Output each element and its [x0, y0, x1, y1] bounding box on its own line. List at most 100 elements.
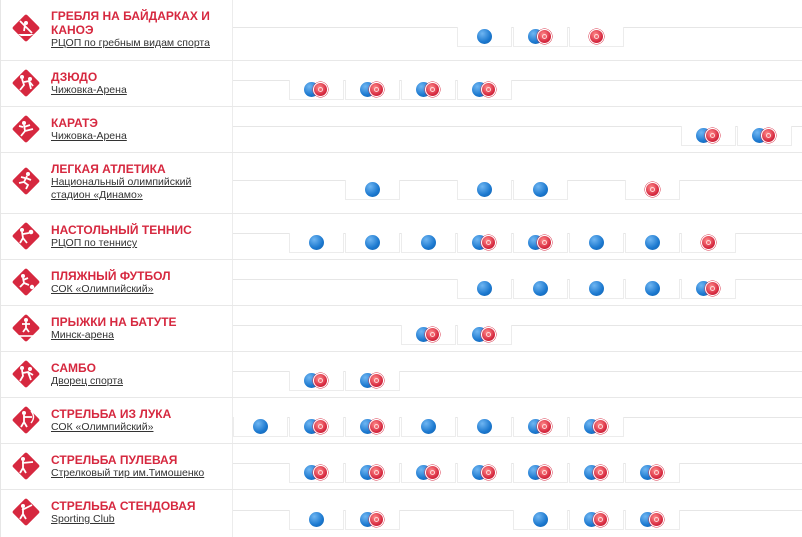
day-cell: [513, 233, 568, 253]
competition-medal-marker[interactable]: [640, 463, 668, 483]
day-cell: [625, 463, 680, 483]
competition-medal-marker[interactable]: [416, 463, 444, 483]
table-tennis-icon: [12, 222, 40, 250]
medal-icon: [313, 465, 328, 480]
venue-link[interactable]: Sporting Club: [51, 513, 115, 525]
competition-medal-marker[interactable]: [360, 371, 388, 391]
competition-marker[interactable]: [365, 233, 393, 253]
sport-name[interactable]: СТРЕЛЬБА ПУЛЕВАЯ: [51, 453, 178, 467]
day-cell: [569, 27, 624, 47]
competition-dot-icon: [365, 235, 380, 250]
day-cell: [457, 417, 512, 437]
competition-marker[interactable]: [477, 27, 505, 47]
sport-name[interactable]: ПРЫЖКИ НА БАТУТЕ: [51, 315, 177, 329]
competition-marker[interactable]: [645, 233, 673, 253]
competition-medal-marker[interactable]: [696, 126, 724, 146]
venue-link[interactable]: СОК «Олимпийский»: [51, 283, 154, 295]
venue-link[interactable]: Минск-арена: [51, 329, 114, 341]
venue-link[interactable]: Стрелковый тир им.Тимошенко: [51, 467, 205, 479]
day-cell: [457, 325, 512, 345]
competition-medal-marker[interactable]: [472, 80, 500, 100]
day-cell: [345, 80, 400, 100]
medal-icon: [369, 465, 384, 480]
competition-medal-marker[interactable]: [304, 80, 332, 100]
competition-medal-marker[interactable]: [360, 80, 388, 100]
competition-medal-marker[interactable]: [416, 325, 444, 345]
medal-icon: [537, 465, 552, 480]
sport-name[interactable]: ПЛЯЖНЫЙ ФУТБОЛ: [51, 269, 171, 283]
competition-medal-marker[interactable]: [528, 463, 556, 483]
competition-dot-icon: [477, 29, 492, 44]
sport-name[interactable]: КАРАТЭ: [51, 116, 98, 130]
day-cell: [345, 180, 400, 200]
beach-soccer-icon: [12, 268, 40, 296]
venue-link[interactable]: СОК «Олимпийский»: [51, 421, 154, 433]
competition-marker[interactable]: [477, 180, 505, 200]
competition-medal-marker[interactable]: [696, 279, 724, 299]
competition-dot-icon: [589, 281, 604, 296]
competition-medal-marker[interactable]: [640, 510, 668, 530]
competition-medal-marker[interactable]: [584, 463, 612, 483]
sport-name[interactable]: ДЗЮДО: [51, 70, 98, 84]
trampoline-icon: [12, 314, 40, 342]
shooting-rifle-icon: [12, 452, 40, 480]
competition-medal-marker[interactable]: [528, 233, 556, 253]
competition-dot-icon: [645, 281, 660, 296]
competition-dot-icon: [477, 182, 492, 197]
competition-medal-marker[interactable]: [304, 371, 332, 391]
karate-icon: [12, 115, 40, 143]
sport-row: ПРЫЖКИ НА БАТУТЕ Минск-арена: [1, 306, 802, 352]
sport-row: СТРЕЛЬБА ПУЛЕВАЯ Стрелковый тир им.Тимоше…: [1, 444, 802, 490]
competition-medal-marker[interactable]: [360, 417, 388, 437]
competition-medal-marker[interactable]: [528, 27, 556, 47]
day-cell: [569, 510, 624, 530]
sport-name[interactable]: НАСТОЛЬНЫЙ ТЕННИС: [51, 223, 192, 237]
competition-medal-marker[interactable]: [416, 80, 444, 100]
competition-marker[interactable]: [533, 510, 561, 530]
sport-name[interactable]: ЛЕГКАЯ АТЛЕТИКА: [51, 162, 166, 176]
competition-marker[interactable]: [365, 180, 393, 200]
competition-medal-marker[interactable]: [584, 510, 612, 530]
venue-link[interactable]: Дворец спорта: [51, 375, 123, 387]
venue-link[interactable]: Национальный олимпийский стадион «Динамо…: [51, 176, 192, 201]
competition-marker[interactable]: [533, 279, 561, 299]
competition-marker[interactable]: [589, 233, 617, 253]
competition-medal-marker[interactable]: [472, 233, 500, 253]
competition-marker[interactable]: [309, 233, 337, 253]
venue-link[interactable]: Чижовка-Арена: [51, 130, 127, 142]
sport-name[interactable]: СТРЕЛЬБА ИЗ ЛУКА: [51, 407, 172, 421]
sport-name[interactable]: СТРЕЛЬБА СТЕНДОВАЯ: [51, 499, 196, 513]
sport-name[interactable]: ГРЕБЛЯ НА БАЙДАРКАХ И КАНОЭ: [51, 9, 210, 37]
competition-marker[interactable]: [421, 233, 449, 253]
venue-link[interactable]: РЦОП по теннису: [51, 237, 138, 249]
medal-marker[interactable]: [701, 233, 729, 253]
competition-marker[interactable]: [477, 279, 505, 299]
competition-marker[interactable]: [533, 180, 561, 200]
venue-link[interactable]: Чижовка-Арена: [51, 84, 127, 96]
sport-info: КАРАТЭ Чижовка-Арена: [1, 107, 233, 152]
competition-marker[interactable]: [477, 417, 505, 437]
sport-name[interactable]: САМБО: [51, 361, 96, 375]
sport-row: ПЛЯЖНЫЙ ФУТБОЛ СОК «Олимпийский»: [1, 260, 802, 306]
competition-marker[interactable]: [309, 510, 337, 530]
medal-marker[interactable]: [589, 27, 617, 47]
competition-medal-marker[interactable]: [360, 510, 388, 530]
competition-medal-marker[interactable]: [584, 417, 612, 437]
competition-medal-marker[interactable]: [472, 463, 500, 483]
judo-icon: [12, 69, 40, 97]
medal-icon: [593, 419, 608, 434]
medal-marker[interactable]: [645, 180, 673, 200]
competition-marker[interactable]: [589, 279, 617, 299]
competition-medal-marker[interactable]: [472, 325, 500, 345]
competition-medal-marker[interactable]: [752, 126, 780, 146]
competition-marker[interactable]: [645, 279, 673, 299]
competition-marker[interactable]: [421, 417, 449, 437]
day-cell: [401, 417, 456, 437]
venue-link[interactable]: РЦОП по гребным видам спорта: [51, 37, 210, 49]
day-cell: [569, 417, 624, 437]
competition-medal-marker[interactable]: [304, 463, 332, 483]
competition-medal-marker[interactable]: [528, 417, 556, 437]
competition-medal-marker[interactable]: [360, 463, 388, 483]
competition-marker[interactable]: [253, 417, 281, 437]
competition-medal-marker[interactable]: [304, 417, 332, 437]
